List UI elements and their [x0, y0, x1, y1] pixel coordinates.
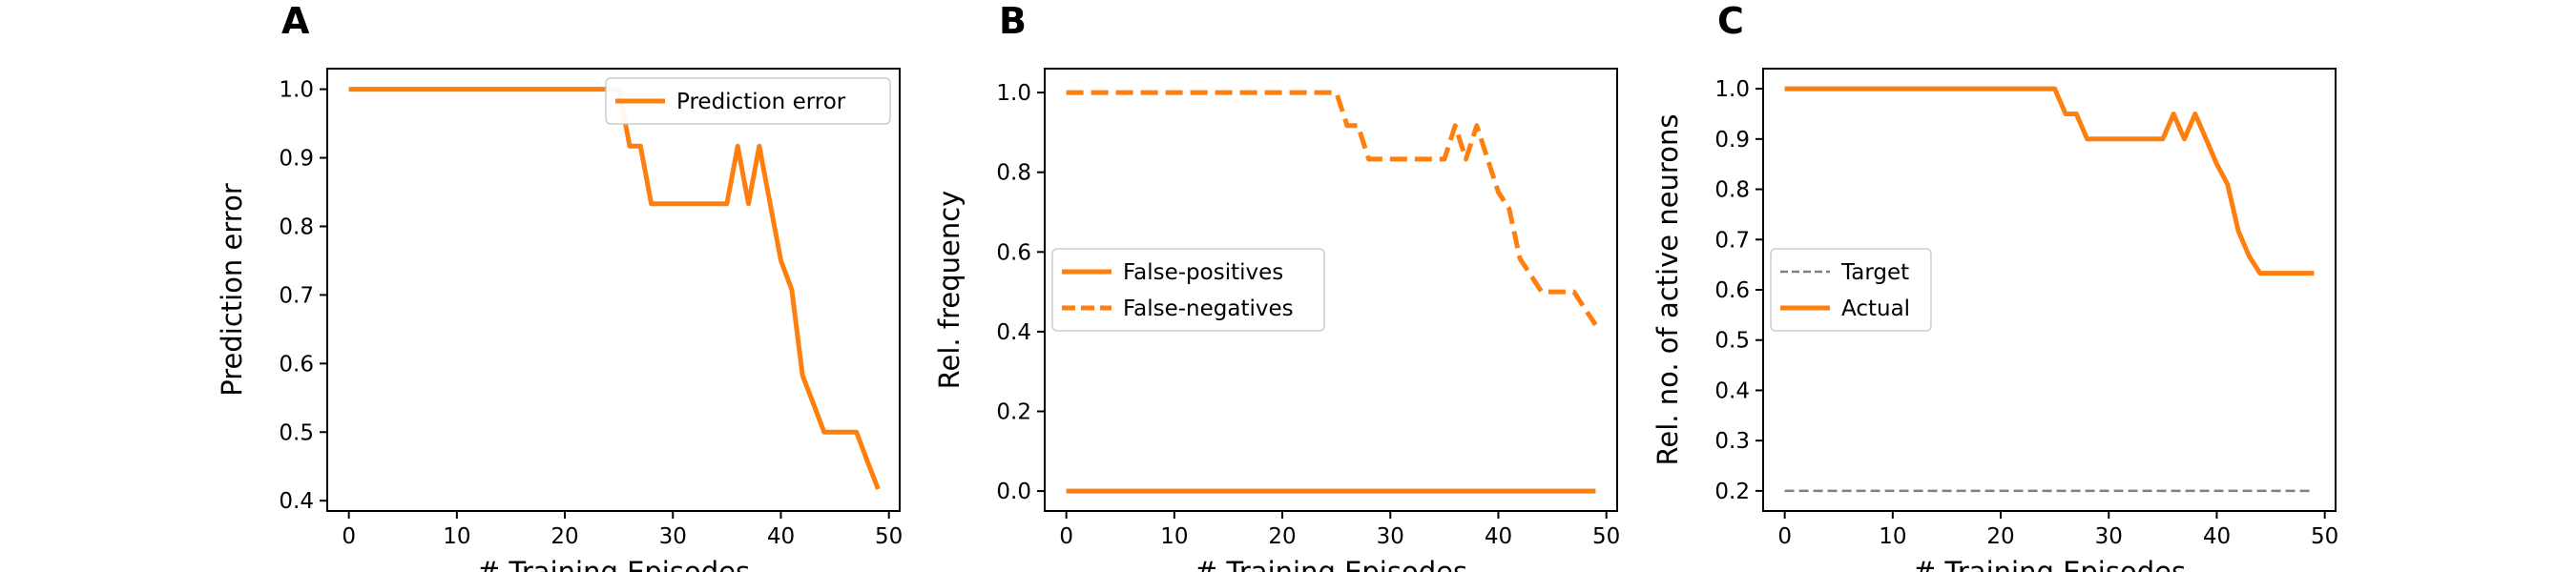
- y-axis-label: Rel. frequency: [933, 191, 966, 390]
- x-axis-label: # Training Episodes: [1195, 556, 1467, 572]
- panel-c: C 0 10 20 30 40 50 0.2 0.3 0.4 0.5 0.6 0.7 0.8 0.9 1.0 #…: [1652, 0, 2338, 572]
- x-axis-label: # Training Episodes: [1913, 556, 2186, 572]
- x-tick-label: 20: [551, 524, 578, 549]
- plot-frame: [1044, 68, 1618, 512]
- series-line-false-negatives: [1066, 90, 1598, 327]
- y-tick-label: 0.9: [279, 147, 314, 172]
- x-tick-label: 0: [342, 524, 356, 549]
- series-line-prediction-error: [348, 87, 881, 490]
- legend-box: [1051, 248, 1325, 332]
- x-tick-label: 30: [2095, 524, 2123, 549]
- panel-a: A 0 10 20 30 40 50 0.4 0.5 0.6 0.7 0.8 0.9 1.0 # Train…: [216, 0, 903, 572]
- y-tick-label: 0.2: [1714, 480, 1750, 504]
- y-tick-label: 0.4: [996, 320, 1031, 345]
- y-tick-label: 1.0: [279, 78, 314, 103]
- x-tick-label: 50: [875, 524, 903, 549]
- y-axis-label: Prediction error: [216, 183, 248, 397]
- y-tick-label: 0.4: [279, 489, 314, 514]
- legend-label: False-positives: [1123, 260, 1283, 285]
- x-axis-label: # Training Episodes: [477, 556, 750, 572]
- x-tick-label: 30: [1377, 524, 1404, 549]
- x-tick-label: 0: [1777, 524, 1792, 549]
- panel-letter: C: [1717, 0, 1744, 42]
- y-tick-label: 1.0: [996, 81, 1031, 106]
- x-tick-label: 10: [1879, 524, 1906, 549]
- legend-box: [605, 77, 891, 125]
- x-tick-label: 20: [1986, 524, 2014, 549]
- plot-area: [1784, 86, 2315, 493]
- legend: False-positives False-negatives: [1051, 248, 1325, 332]
- x-tick-label: 30: [659, 524, 687, 549]
- y-tick-label: 0.6: [1714, 278, 1750, 303]
- legend: Target Actual: [1770, 248, 1932, 332]
- x-tick-label: 50: [1592, 524, 1620, 549]
- legend-label: Prediction error: [676, 90, 846, 114]
- x-tick-label: 20: [1268, 524, 1296, 549]
- legend-label: Target: [1840, 260, 1909, 285]
- y-tick-label: 0.9: [1714, 128, 1750, 153]
- plot-area: [1066, 90, 1598, 494]
- x-tick-label: 10: [443, 524, 470, 549]
- y-tick-label: 0.7: [1714, 228, 1750, 253]
- y-tick-label: 0.8: [996, 161, 1031, 186]
- y-tick-label: 0.4: [1714, 378, 1750, 403]
- legend: Prediction error: [605, 77, 891, 125]
- x-tick-label: 40: [767, 524, 795, 549]
- panel-letter: B: [999, 0, 1027, 42]
- x-tick-label: 0: [1059, 524, 1073, 549]
- legend-label: False-negatives: [1123, 296, 1294, 321]
- legend-label: Actual: [1841, 296, 1910, 321]
- y-tick-label: 0.8: [1714, 178, 1750, 203]
- x-tick-label: 10: [1160, 524, 1188, 549]
- y-tick-label: 0.8: [279, 214, 314, 239]
- y-tick-label: 0.6: [279, 352, 314, 377]
- series-line-actual: [1784, 86, 2315, 276]
- y-tick-label: 0.5: [1714, 329, 1750, 354]
- y-tick-label: 0.5: [279, 420, 314, 445]
- y-tick-label: 1.0: [1714, 77, 1750, 102]
- y-tick-label: 0.0: [996, 480, 1031, 504]
- panel-b: B 0 10 20 30 40 50 0.0 0.2 0.4 0.6 0.8 1.0 # Training…: [933, 0, 1620, 572]
- y-axis-label: Rel. no. of active neurons: [1652, 114, 1684, 466]
- plot-area: [348, 87, 881, 490]
- plot-frame: [326, 68, 901, 512]
- y-tick-label: 0.6: [996, 240, 1031, 265]
- x-tick-label: 50: [2311, 524, 2338, 549]
- y-tick-label: 0.3: [1714, 429, 1750, 454]
- x-tick-label: 40: [2203, 524, 2231, 549]
- y-tick-label: 0.2: [996, 399, 1031, 424]
- y-tick-label: 0.7: [279, 283, 314, 308]
- panel-letter: A: [281, 0, 310, 42]
- x-tick-label: 40: [1485, 524, 1512, 549]
